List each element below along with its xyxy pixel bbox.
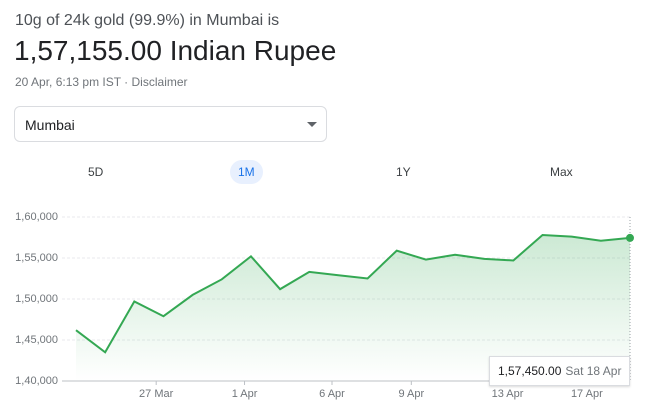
- x-tick-label: 1 Apr: [232, 388, 258, 400]
- y-tick-label: 1,55,000: [15, 252, 58, 264]
- line: [75, 234, 631, 354]
- dropdown-arrow: [307, 122, 317, 127]
- x-tick-label: 6 Apr: [319, 388, 345, 400]
- tooltip: 1,57,450.00 Sat 18 Apr: [489, 356, 631, 386]
- range-tab[interactable]: 5D: [88, 165, 104, 179]
- disclaimer-link[interactable]: Disclaimer: [131, 75, 188, 89]
- timestamp: 20 Apr, 6:13 pm IST: [15, 75, 121, 89]
- x-tick-label: 13 Apr: [492, 388, 524, 400]
- area: [76, 235, 630, 381]
- y-tick-label: 1,60,000: [15, 211, 58, 223]
- tooltip-date: Sat 18 Apr: [565, 364, 622, 378]
- location-dropdown[interactable]: Mumbai: [14, 106, 327, 142]
- subtitle: 10g of 24k gold (99.9%) in Mumbai is: [15, 12, 280, 29]
- range-tab[interactable]: Max: [550, 165, 573, 179]
- x-tick-label: 17 Apr: [571, 388, 603, 400]
- price: 1,57,155.00 Indian Rupee: [14, 35, 337, 66]
- y-tick-label: 1,50,000: [15, 293, 58, 305]
- x-tick-label: 27 Mar: [139, 388, 174, 400]
- meta: 20 Apr, 6:13 pm IST · Disclaimer: [15, 75, 188, 89]
- y-tick-label: 1,45,000: [15, 334, 58, 346]
- tooltip-value: 1,57,450.00: [498, 364, 562, 378]
- y-tick-label: 1,40,000: [15, 375, 58, 387]
- hover-point: [626, 233, 634, 242]
- x-tick-label: 9 Apr: [398, 388, 424, 400]
- range-tab[interactable]: 1Y: [396, 165, 411, 179]
- range-tab[interactable]: 1M: [230, 160, 263, 184]
- location-label: Mumbai: [25, 117, 75, 133]
